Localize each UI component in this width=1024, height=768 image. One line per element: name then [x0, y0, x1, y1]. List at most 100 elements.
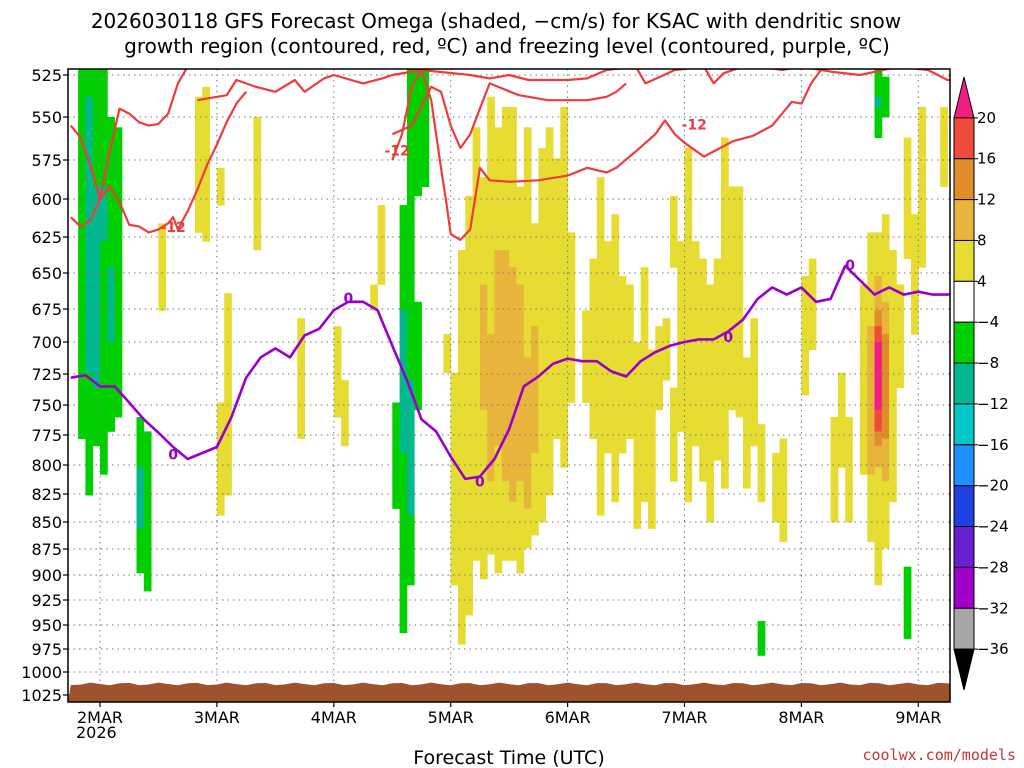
omega-cell — [684, 205, 693, 215]
omega-cell — [874, 417, 883, 425]
omega-cell — [743, 474, 751, 482]
omega-cell — [487, 535, 495, 542]
omega-cell — [92, 186, 101, 197]
omega-cell — [479, 488, 488, 496]
omega-cell — [341, 417, 349, 425]
omega-cell — [991, 97, 999, 108]
omega-cell — [808, 334, 817, 343]
omega-cell — [896, 326, 905, 335]
omega-cell — [479, 554, 488, 561]
omega-cell — [414, 301, 422, 311]
y-tick-label: 1025 — [21, 686, 62, 705]
omega-cell — [896, 349, 905, 358]
omega-cell — [859, 342, 868, 351]
omega-cell — [458, 467, 466, 475]
omega-cell — [867, 481, 875, 489]
omega-cell — [772, 508, 780, 516]
omega-cell — [706, 395, 715, 403]
omega-cell — [545, 453, 554, 461]
omega-cell — [114, 148, 123, 159]
omega-cell — [85, 186, 94, 197]
omega-cell — [545, 148, 554, 159]
omega-cell — [107, 223, 115, 233]
omega-cell — [618, 445, 627, 454]
omega-cell — [487, 137, 495, 149]
omega-cell — [458, 566, 466, 574]
omega-cell — [684, 293, 693, 303]
omega-cell — [523, 460, 532, 468]
omega-cell — [479, 474, 488, 482]
omega-cell — [553, 158, 561, 169]
omega-cell — [136, 528, 145, 536]
y-tick-label: 850 — [31, 513, 62, 532]
omega-cell — [414, 380, 422, 388]
omega-cell — [589, 301, 598, 311]
omega-cell — [618, 431, 627, 439]
omega-cell — [509, 467, 517, 475]
omega-cell — [808, 318, 817, 327]
omega-cell — [867, 424, 875, 432]
omega-cell — [560, 223, 568, 233]
omega-cell — [545, 460, 554, 468]
omega-cell — [531, 453, 539, 461]
omega-cell — [114, 223, 123, 233]
omega-cell — [567, 301, 576, 311]
omega-cell — [399, 431, 408, 439]
omega-cell — [516, 467, 525, 475]
omega-cell — [472, 535, 481, 542]
omega-cell — [523, 326, 532, 335]
omega-cell — [414, 365, 422, 374]
omega-cell — [224, 481, 232, 489]
omega-cell — [414, 117, 422, 128]
omega-cell — [78, 310, 86, 319]
omega-cell — [202, 205, 210, 215]
omega-cell — [706, 310, 715, 319]
omega-cell — [977, 67, 985, 78]
omega-cell — [721, 284, 729, 294]
omega-cell — [479, 481, 488, 489]
omega-cell — [509, 522, 517, 529]
omega-cell — [479, 214, 488, 224]
omega-cell — [450, 431, 459, 439]
omega-cell — [633, 495, 642, 503]
omega-cell — [523, 395, 532, 403]
omega-cell — [538, 467, 547, 475]
omega-cell — [596, 258, 605, 268]
omega-cell — [472, 547, 481, 555]
omega-cell — [611, 275, 620, 285]
omega-cell — [874, 547, 883, 555]
colorbar-label: −16 — [977, 436, 1009, 454]
omega-cell — [553, 387, 561, 396]
omega-cell — [450, 409, 459, 418]
omega-cell — [465, 597, 473, 604]
omega-cell — [538, 284, 547, 294]
omega-cell — [216, 424, 225, 432]
omega-cell — [874, 334, 883, 343]
omega-cell — [881, 541, 890, 549]
omega-cell — [669, 205, 678, 215]
omega-cell — [487, 96, 495, 108]
omega-cell — [684, 453, 693, 461]
omega-cell — [501, 310, 510, 319]
omega-cell — [545, 301, 554, 311]
omega-cell — [567, 232, 576, 242]
omega-cell — [114, 357, 123, 366]
omega-cell — [684, 301, 693, 311]
omega-cell — [735, 349, 744, 358]
omega-cell — [479, 395, 488, 403]
omega-cell — [604, 445, 612, 454]
omega-cell — [92, 301, 101, 311]
omega-cell — [399, 474, 408, 482]
omega-cell — [538, 445, 547, 454]
omega-cell — [516, 541, 525, 549]
omega-cell — [501, 250, 510, 259]
omega-cell — [523, 515, 532, 523]
omega-cell — [107, 409, 115, 418]
omega-cell — [867, 488, 875, 496]
omega-cell — [158, 293, 167, 303]
omega-cell — [100, 241, 108, 251]
omega-cell — [487, 409, 495, 418]
omega-cell — [604, 409, 612, 418]
omega-cell — [706, 284, 715, 294]
omega-cell — [494, 453, 503, 461]
